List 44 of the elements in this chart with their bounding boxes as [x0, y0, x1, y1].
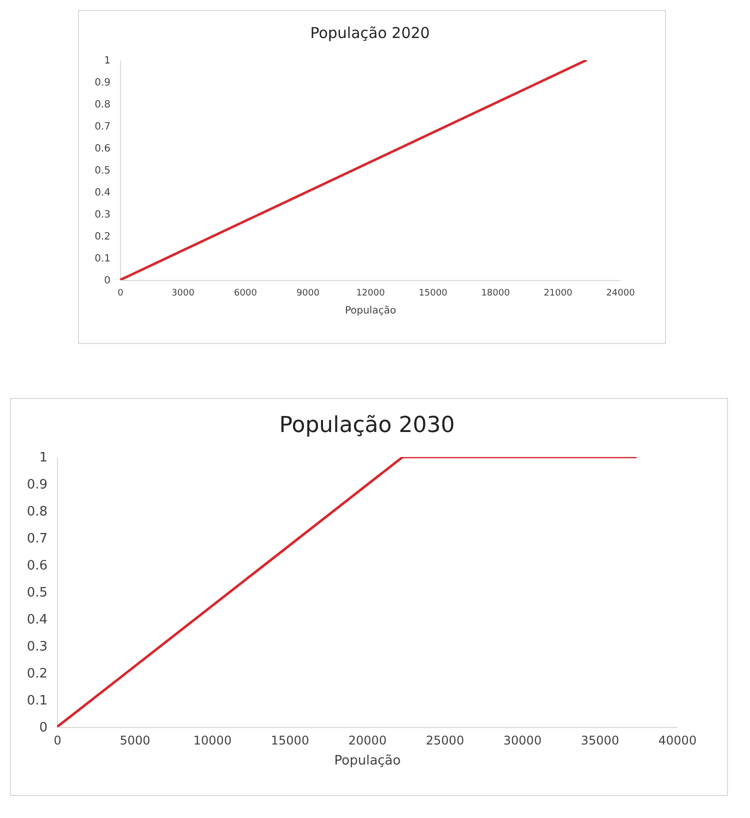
- x-tick-label: 0: [54, 734, 62, 748]
- y-tick-label: 1: [39, 450, 48, 466]
- y-tick-label: 0.6: [94, 144, 110, 154]
- y-tick-label: 0.4: [94, 188, 110, 198]
- x-tick-label: 35000: [580, 734, 620, 748]
- y-tick-label: 0.3: [94, 210, 110, 220]
- x-tick-label: 18000: [481, 288, 510, 298]
- y-tick-label: 0.7: [94, 122, 110, 132]
- y-tick-label: 0.2: [94, 232, 110, 242]
- x-tick-label: 0: [118, 288, 124, 298]
- y-tick-label: 0: [104, 276, 110, 286]
- y-tick-label: 0.8: [94, 100, 110, 110]
- chart-title: População 2030: [279, 413, 455, 438]
- x-tick-label: 5000: [120, 734, 150, 748]
- y-tick-label: 0.8: [26, 504, 48, 520]
- y-tick-label: 0.3: [26, 640, 48, 654]
- x-tick-label: 30000: [503, 734, 542, 748]
- y-tick-label: 0.9: [26, 478, 48, 492]
- x-tick-label: 3000: [172, 288, 195, 298]
- x-tick-label: 24000: [606, 288, 636, 298]
- x-tick-label: 25000: [426, 734, 464, 748]
- x-tick-label: 10000: [193, 734, 232, 748]
- y-tick-label: 0.6: [26, 558, 48, 574]
- y-tick-label: 0.1: [26, 694, 48, 708]
- x-tick-label: 40000: [658, 734, 697, 748]
- y-tick-label: 0.4: [26, 612, 48, 628]
- x-axis-title: População: [334, 754, 401, 768]
- chart-title: População 2020: [310, 24, 430, 42]
- x-tick-label: 6000: [234, 288, 258, 298]
- y-tick-label: 0.2: [26, 666, 48, 682]
- y-tick-label: 0.1: [94, 254, 110, 264]
- x-tick-label: 15000: [270, 734, 310, 748]
- x-tick-label: 21000: [544, 288, 573, 298]
- x-tick-label: 9000: [296, 288, 320, 298]
- y-tick-label: 0.9: [94, 78, 110, 88]
- x-tick-label: 15000: [418, 288, 448, 298]
- y-tick-label: 0: [39, 720, 48, 736]
- y-tick-label: 0.7: [26, 532, 48, 546]
- y-tick-label: 1: [104, 56, 110, 66]
- x-axis-title: População: [344, 306, 396, 316]
- x-tick-label: 20000: [348, 734, 387, 748]
- y-tick-label: 0.5: [94, 166, 110, 176]
- x-tick-label: 12000: [356, 288, 386, 298]
- y-tick-label: 0.5: [26, 586, 48, 600]
